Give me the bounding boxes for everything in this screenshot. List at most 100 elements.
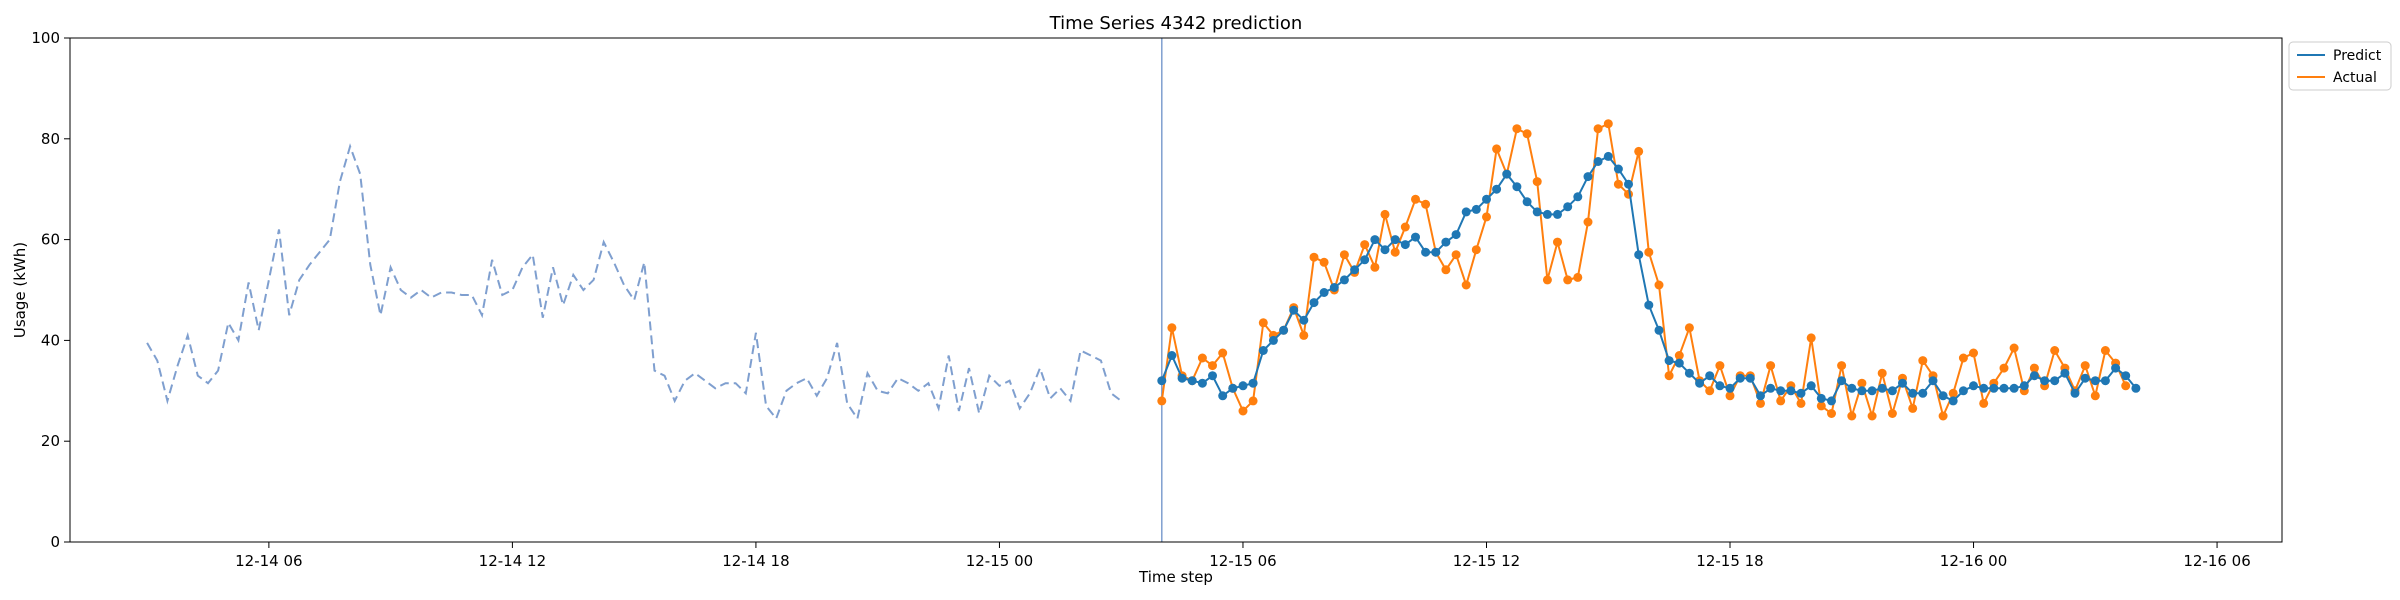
predict-point [1969,381,1978,391]
actual-point [1654,280,1664,290]
predict-point [1187,376,1197,386]
actual-point [1339,250,1349,260]
predict-point [1756,391,1765,401]
predict-point [1167,351,1177,360]
actual-point [1400,222,1410,232]
actual-point [1248,396,1258,406]
y-tick-label: 80 [41,130,60,148]
predict-point [1928,376,1938,386]
actual-point [2090,391,2100,401]
x-axis: 12-14 06 12-14 12 12-14 18 12-15 00 12-15 06… [235,542,2251,570]
x-tick-label: 12-15 18 [1696,552,1763,570]
predict-point [1705,371,1715,381]
actual-point [1451,250,1461,260]
actual-point [1218,348,1228,358]
actual-point [1258,318,1268,328]
predict-point [1441,237,1451,247]
actual-point [1167,323,1177,333]
legend-predict-label: Predict [2333,48,2382,64]
predict-point [1898,378,1907,388]
predict-point [1471,204,1481,214]
actual-point [1390,247,1400,257]
actual-point [1613,179,1623,189]
predict-point [2060,368,2070,378]
predict-point [1248,378,1258,388]
actual-point [1634,146,1644,156]
x-tick-label: 12-14 06 [235,552,302,570]
predict-point [1725,383,1735,393]
actual-point [2121,381,2131,391]
predict-point [1573,192,1583,202]
actual-point [1583,217,1593,227]
predict-point [1157,376,1167,386]
predict-point [1319,288,1329,297]
actual-point [1684,323,1694,333]
x-tick-label: 12-14 12 [479,552,546,570]
actual-point [1969,348,1978,358]
predict-point [1796,388,1806,398]
predict-point [1258,346,1268,355]
actual-point [1563,275,1573,285]
y-tick-label: 40 [41,331,60,349]
actual-point [1847,411,1857,421]
x-tick-label: 12-15 12 [1453,552,1520,570]
actual-point [1573,272,1583,282]
predict-point [1279,325,1289,335]
actual-point [1766,361,1776,371]
x-tick-label: 12-15 00 [966,552,1033,570]
predict-point [1309,298,1319,308]
predict-point [1532,207,1542,217]
predict-point [1776,386,1786,396]
predict-point [1400,240,1410,250]
actual-point [1857,378,1867,388]
legend-actual-label: Actual [2333,70,2377,86]
actual-point [1715,361,1725,371]
actual-point [2029,363,2039,373]
actual-point [1309,252,1319,262]
predict-point [1522,197,1532,207]
predict-point [1918,388,1928,398]
actual-point [1299,330,1309,340]
actual-point [1877,368,1887,378]
actual-point [1360,240,1370,250]
actual-point [2080,361,2090,371]
actual-point [1157,396,1167,406]
predict-point [1563,202,1573,212]
actual-point [1512,124,1522,134]
predict-point [1492,184,1502,194]
actual-point [1553,237,1562,247]
predict-point [1431,247,1441,257]
predict-point [2100,376,2110,386]
predict-point [2111,363,2121,373]
x-tick-label: 12-14 18 [722,552,789,570]
y-tick-label: 100 [31,29,60,47]
predict-point [1380,245,1390,255]
predict-point [1268,335,1278,345]
predict-point [1350,265,1360,275]
actual-point [1664,371,1674,381]
predict-point [1238,381,1248,391]
actual-point [1948,388,1958,398]
predict-point [1867,386,1877,396]
history-series-line [146,143,1122,421]
predict-point [2131,383,2141,393]
predict-point [1289,305,1299,315]
predict-point [1390,235,1400,245]
predict-point [1208,371,1217,381]
actual-point [1938,411,1948,421]
predict-point [1177,373,1187,383]
predict-point [1857,386,1867,396]
predict-point [1674,358,1684,368]
actual-point [2050,346,2060,355]
predict-point [1827,396,1836,406]
predict-point [1583,172,1593,182]
actual-point [1999,363,2009,373]
predict-point [1938,391,1948,401]
actual-point [1705,386,1715,396]
predict-point [1461,207,1471,217]
predict-point [2029,371,2039,381]
x-tick-label: 12-16 00 [1940,552,2007,570]
actual-point [1776,396,1786,406]
actual-point [1867,411,1877,421]
predict-point [1695,378,1705,388]
